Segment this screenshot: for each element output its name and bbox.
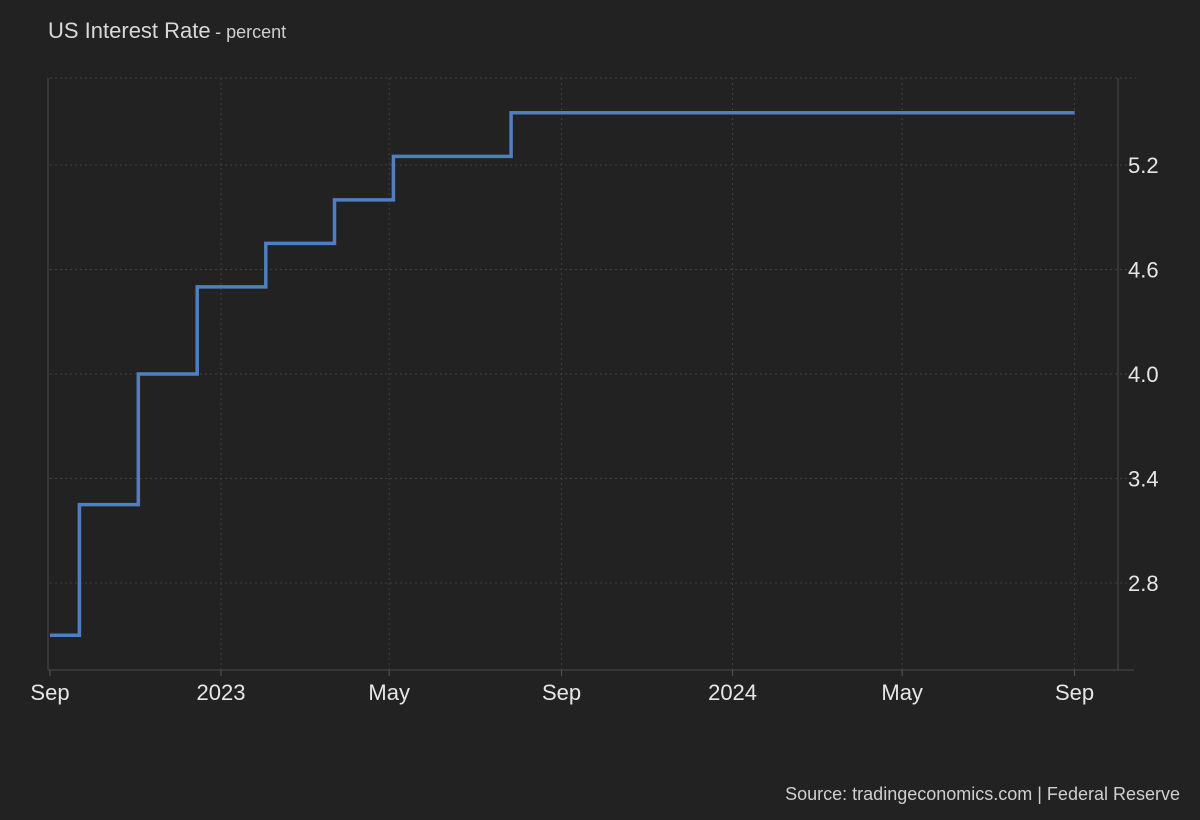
chart-title: US Interest Rate <box>48 18 211 43</box>
y-tick-label: 2.8 <box>1128 571 1159 596</box>
x-tick-label: 2023 <box>197 680 246 705</box>
y-tick-label: 5.2 <box>1128 153 1159 178</box>
source-attribution: Source: tradingeconomics.com | Federal R… <box>785 784 1180 804</box>
x-tick-labels: Sep 2023 May Sep 2024 May Sep <box>30 680 1094 705</box>
x-tick-label: Sep <box>30 680 69 705</box>
grid <box>50 77 1136 670</box>
chart-title-block: US Interest Rate - percent <box>48 18 286 44</box>
x-tick-label: May <box>881 680 923 705</box>
y-tick-label: 4.0 <box>1128 362 1159 387</box>
chart-subtitle: - percent <box>215 22 287 42</box>
x-tick-label: May <box>368 680 410 705</box>
x-tick-label: Sep <box>542 680 581 705</box>
x-tick-label: 2024 <box>708 680 757 705</box>
y-tick-label: 4.6 <box>1128 258 1159 283</box>
series-layer <box>50 111 1075 637</box>
y-tick-labels: 2.8 3.4 4.0 4.6 5.2 <box>1128 153 1159 596</box>
x-tick-label: Sep <box>1055 680 1094 705</box>
y-tick-label: 3.4 <box>1128 466 1159 491</box>
series-line <box>50 111 1075 637</box>
axes <box>47 78 1134 676</box>
